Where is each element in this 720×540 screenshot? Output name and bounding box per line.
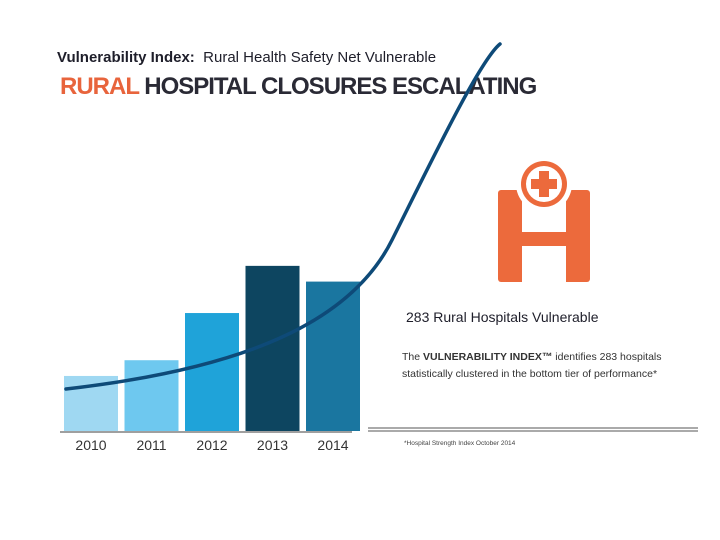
hospital-icon	[498, 156, 590, 282]
vulnerable-count-title: 283 Rural Hospitals Vulnerable	[406, 309, 599, 325]
x-tick-label-2014: 2014	[317, 437, 348, 453]
chart-supertitle: Vulnerability Index: Rural Health Safety…	[57, 49, 436, 66]
hospital-notch-bottom	[522, 246, 566, 282]
x-tick-label-2011: 2011	[136, 437, 166, 453]
subtitle-text: Rural Health Safety Net Vulnerable	[203, 49, 437, 66]
x-tick-label-2012: 2012	[196, 437, 227, 453]
index-label: Vulnerability Index:	[57, 49, 195, 66]
headline-accent: RURAL	[60, 73, 140, 100]
x-tick-label-2013: 2013	[257, 437, 288, 453]
hospital-building	[498, 190, 590, 282]
bar-2012	[185, 313, 239, 431]
vulnerability-description: The VULNERABILITY INDEX™ identifies 283 …	[402, 349, 672, 383]
desc-rest: identifies 283 hospitals statistically c…	[402, 351, 662, 380]
bar-2014	[306, 281, 360, 431]
footnote: *Hospital Strength Index October 2014	[404, 440, 516, 447]
desc-brand: VULNERABILITY INDEX™	[423, 351, 553, 363]
trend-curve	[64, 42, 502, 391]
desc-prefix: The	[402, 351, 421, 363]
cross-horizontal	[531, 179, 557, 189]
x-tick-label-2010: 2010	[75, 437, 106, 453]
